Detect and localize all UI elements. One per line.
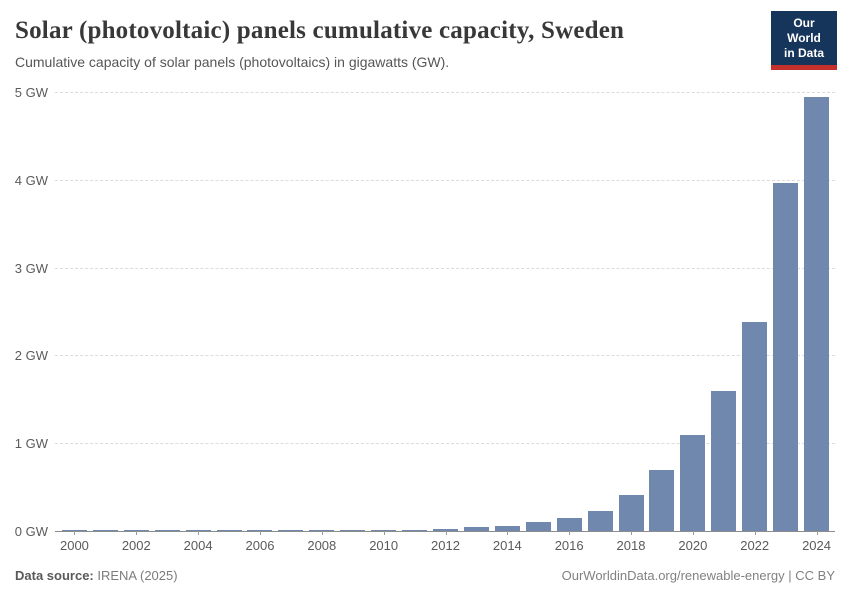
x-tick-2016: [569, 531, 571, 535]
bar-2014[interactable]: [494, 525, 520, 531]
bar-2002[interactable]: [123, 530, 149, 531]
x-tick-2012: [445, 531, 447, 535]
bar-2004[interactable]: [185, 530, 211, 531]
bar-2019[interactable]: [649, 469, 675, 531]
bar-2001[interactable]: [92, 530, 118, 531]
data-source-label: Data source:: [15, 568, 94, 583]
gridline-4gw: [55, 179, 835, 181]
y-axis-label-2gw: 2 GW: [14, 348, 48, 364]
bar-2008[interactable]: [309, 530, 335, 531]
bar-2018[interactable]: [618, 494, 644, 531]
gridline-5gw: [55, 92, 835, 93]
page-title: Solar (photovoltaic) panels cumulative c…: [15, 17, 625, 44]
x-axis-label-2010: 2010: [369, 538, 399, 553]
y-axis-label-0gw: 0 GW: [14, 524, 48, 539]
x-tick-2002: [136, 531, 138, 535]
x-axis-label-2002: 2002: [121, 538, 151, 553]
x-axis-label-2012: 2012: [431, 538, 460, 553]
bar-2000[interactable]: [61, 530, 87, 531]
data-source-value: IRENA (2025): [93, 568, 178, 583]
x-tick-2010: [383, 531, 385, 535]
x-tick-2008: [321, 531, 323, 535]
bar-2009[interactable]: [340, 530, 366, 531]
bar-2021[interactable]: [711, 391, 737, 531]
bar-2015[interactable]: [525, 521, 551, 531]
x-axis-label-2000: 2000: [59, 538, 89, 553]
bar-2020[interactable]: [680, 435, 706, 531]
x-axis-label-2004: 2004: [183, 538, 213, 553]
owid-logo-line2: in Data: [783, 46, 824, 60]
x-tick-2018: [631, 531, 633, 535]
x-tick-2004: [198, 531, 200, 535]
bar-2013[interactable]: [463, 527, 489, 531]
bar-2016[interactable]: [556, 517, 582, 531]
x-axis-line: [55, 531, 835, 532]
x-axis-label-2014: 2014: [492, 538, 522, 553]
x-axis-label-2006: 2006: [245, 538, 275, 553]
x-axis-label-2022: 2022: [740, 538, 770, 553]
x-tick-2020: [692, 531, 694, 535]
bar-2007[interactable]: [278, 530, 304, 531]
bar-2010[interactable]: [371, 530, 397, 531]
bar-2022[interactable]: [742, 322, 768, 531]
data-source: Data source: IRENA (2025): [15, 568, 178, 583]
bar-2006[interactable]: [247, 530, 273, 531]
y-axis-label-3gw: 3 GW: [14, 260, 48, 276]
y-axis-label-1gw: 1 GW: [14, 436, 48, 452]
gridline-2gw: [55, 355, 835, 357]
x-tick-2024: [816, 531, 818, 535]
owid-logo-line1: Our World: [787, 16, 821, 45]
bar-2005[interactable]: [216, 530, 242, 531]
x-axis-label-2018: 2018: [616, 538, 646, 553]
y-axis-label-4gw: 4 GW: [14, 172, 48, 188]
gridline-3gw: [55, 267, 835, 269]
gridline-1gw: [55, 443, 835, 445]
x-axis-label-2024: 2024: [802, 538, 831, 553]
x-axis-label-2020: 2020: [678, 538, 708, 553]
x-axis-label-2008: 2008: [307, 538, 337, 553]
x-axis-label-2016: 2016: [554, 538, 584, 553]
credit-link[interactable]: OurWorldinData.org/renewable-energy | CC…: [561, 568, 835, 583]
x-tick-2006: [259, 531, 261, 535]
bar-2017[interactable]: [587, 510, 613, 531]
bar-2012[interactable]: [433, 528, 458, 531]
x-tick-2014: [507, 531, 509, 535]
bar-2023[interactable]: [773, 183, 799, 531]
y-axis-label-5gw: 5 GW: [14, 85, 48, 100]
x-tick-2022: [754, 531, 756, 535]
owid-logo[interactable]: Our World in Data: [771, 11, 837, 70]
bar-2011[interactable]: [402, 529, 428, 531]
bar-2003[interactable]: [154, 530, 180, 531]
chart-subtitle: Cumulative capacity of solar panels (pho…: [15, 54, 450, 70]
x-tick-2000: [74, 531, 76, 535]
bar-2024[interactable]: [804, 97, 830, 531]
